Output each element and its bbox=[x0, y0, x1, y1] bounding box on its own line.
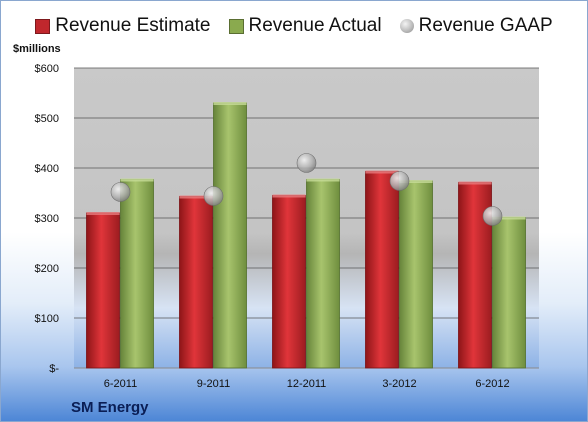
legend-swatch-revenue-actual bbox=[228, 18, 244, 34]
bars bbox=[86, 102, 526, 369]
bar-top-highlight bbox=[492, 216, 526, 220]
y-axis-ticks: $- $100 $200 $300 $400 $500 $600 bbox=[35, 63, 60, 375]
y-tick-label: $200 bbox=[35, 263, 59, 275]
bar-top-highlight bbox=[458, 181, 492, 185]
legend-marker-revenue-gaap bbox=[399, 19, 414, 33]
x-tick-label: 3-2012 bbox=[382, 378, 416, 390]
x-tick-label: 6-2012 bbox=[475, 378, 509, 390]
bar-revenue-actual bbox=[306, 179, 340, 369]
y-tick-label: $- bbox=[49, 363, 59, 375]
bar-top-highlight bbox=[86, 212, 120, 215]
legend: Revenue Estimate Revenue Actual Revenue … bbox=[1, 15, 587, 37]
bar-top-highlight bbox=[213, 102, 247, 105]
y-tick-label: $400 bbox=[35, 163, 59, 175]
legend-item-revenue-gaap: Revenue GAAP bbox=[399, 15, 553, 37]
bar-revenue-estimate bbox=[179, 196, 213, 369]
bar-top-highlight bbox=[272, 194, 306, 198]
y-tick-label: $500 bbox=[35, 113, 59, 125]
legend-label-revenue-gaap: Revenue GAAP bbox=[418, 15, 553, 36]
x-tick-label: 12-2011 bbox=[287, 378, 327, 390]
marker-revenue-gaap bbox=[389, 171, 410, 191]
legend-label-revenue-estimate: Revenue Estimate bbox=[55, 15, 211, 36]
x-tick-label: 6-2011 bbox=[104, 378, 137, 390]
bar-revenue-actual bbox=[213, 102, 247, 369]
y-tick-label: $600 bbox=[35, 63, 59, 75]
y-tick-label: $100 bbox=[35, 313, 59, 325]
legend-item-revenue-estimate: Revenue Estimate bbox=[35, 15, 211, 37]
marker-revenue-gaap bbox=[110, 182, 131, 202]
bar-top-highlight bbox=[120, 178, 154, 182]
company-name: SM Energy bbox=[71, 399, 149, 416]
x-axis-ticks: 6-2011 9-2011 12-2011 3-2012 6-2012 bbox=[104, 378, 510, 390]
marker-revenue-gaap bbox=[203, 186, 224, 206]
bar-top-highlight bbox=[399, 180, 433, 183]
marker-revenue-gaap bbox=[296, 153, 317, 173]
y-axis-unit-label: $millions bbox=[13, 43, 61, 55]
x-tick-label: 9-2011 bbox=[197, 378, 230, 390]
bar-revenue-estimate bbox=[86, 212, 120, 369]
legend-item-revenue-actual: Revenue Actual bbox=[228, 15, 382, 37]
gaap-markers bbox=[110, 153, 503, 226]
bar-top-highlight bbox=[306, 178, 340, 182]
bar-revenue-estimate bbox=[365, 171, 399, 369]
bar-revenue-actual bbox=[492, 217, 526, 369]
y-tick-label: $300 bbox=[35, 213, 59, 225]
marker-revenue-gaap bbox=[482, 206, 503, 226]
bar-top-highlight bbox=[179, 195, 213, 199]
bar-revenue-estimate bbox=[272, 195, 306, 369]
legend-swatch-revenue-estimate bbox=[35, 18, 51, 34]
bar-revenue-actual bbox=[120, 179, 154, 369]
bar-revenue-actual bbox=[399, 180, 433, 369]
bar-top-highlight bbox=[365, 170, 399, 174]
legend-label-revenue-actual: Revenue Actual bbox=[248, 15, 382, 36]
